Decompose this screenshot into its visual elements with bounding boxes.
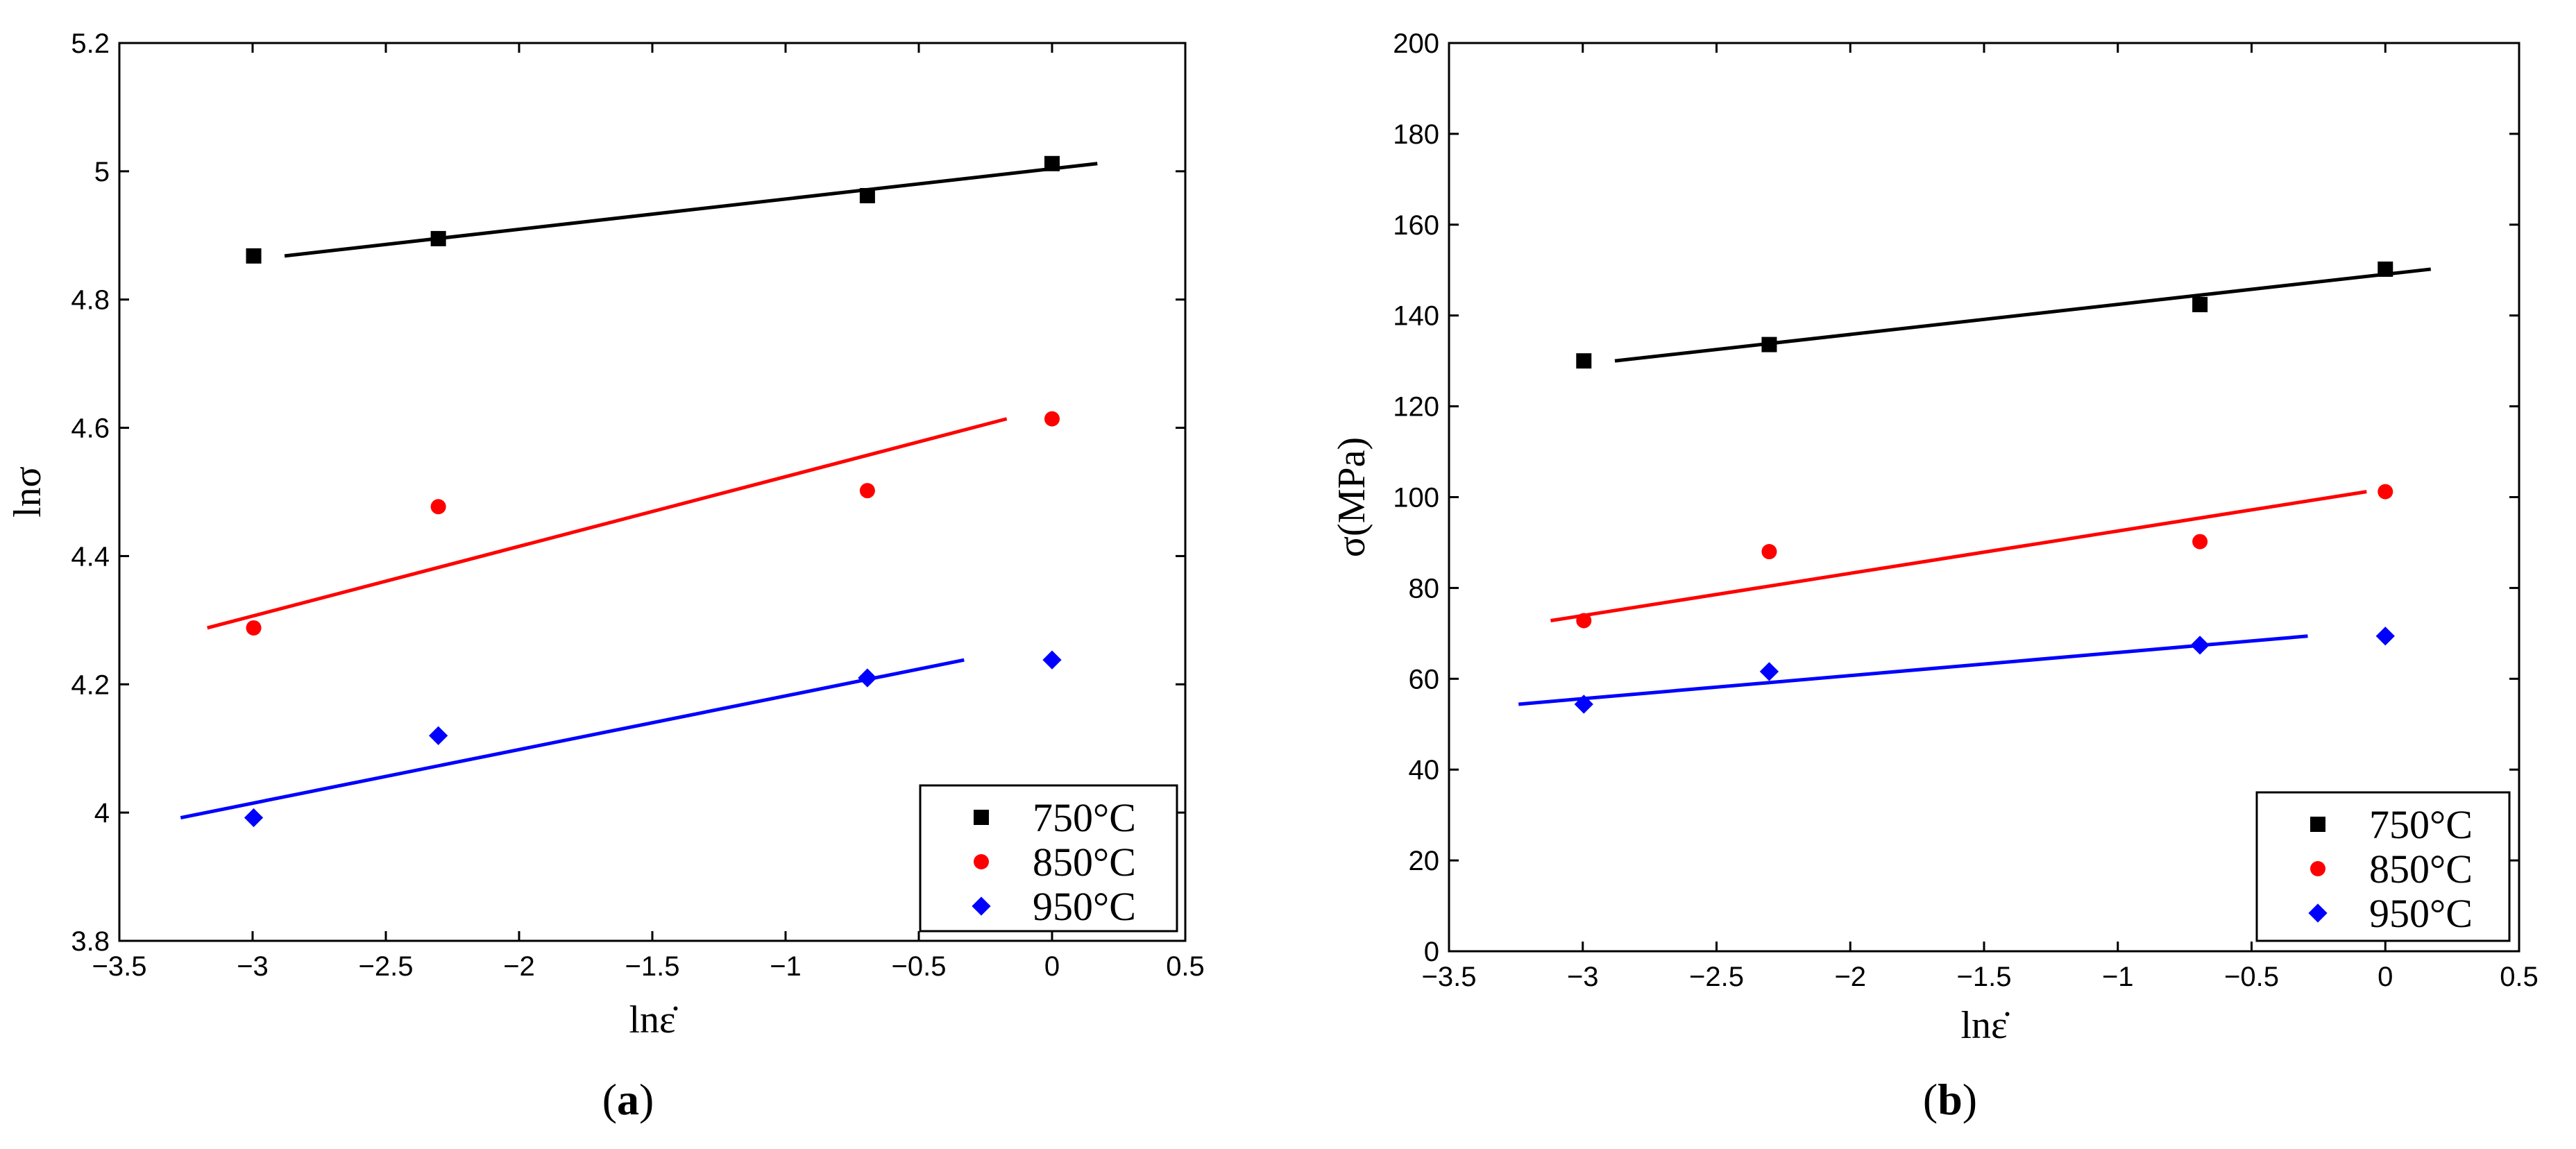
chart-panel-a: −3.5 −3 −2.5 −2 −1.5 −1 −0.5 0 0.5 3.8 4 4.2 4.4 4.6 4… [6,28,1205,1124]
fit-line [207,417,1008,630]
legend-marker [2308,903,2328,923]
data-point [430,230,446,246]
x-tick-label: −1.5 [625,951,680,982]
data-point [1761,544,1777,560]
x-tick-label: −2.5 [359,951,414,982]
series-850°C [207,411,1060,636]
fit-line [1518,634,2308,706]
y-tick-label: 5 [94,157,110,187]
data-point [244,808,264,828]
x-tick-label: 0.5 [2500,962,2539,992]
x-tick-label: −3.5 [1422,962,1477,992]
y-tick-label: 4 [94,798,110,828]
data-point [1042,650,1062,670]
x-tick-label: −1 [2102,962,2134,992]
data-point [246,248,262,264]
x-tick-label: −0.5 [892,951,947,982]
data-point [430,499,446,515]
x-tick-label: −3.5 [92,951,147,982]
data-point [858,668,877,688]
data-point [1761,337,1777,352]
data-point [1576,613,1592,629]
fit-line [1550,490,2367,622]
data-point [2378,484,2393,500]
y-axis-label: σ(MPa) [1330,437,1373,557]
panel-caption: (a) [602,1075,654,1124]
series-950°C [1518,627,2395,714]
data-point [246,620,262,636]
series-750°C [246,155,1098,264]
legend-entry-label: 950°C [2369,891,2473,936]
legend-marker [2310,861,2325,876]
y-tick-label: 4.8 [71,285,110,316]
data-point [1759,662,1779,681]
x-tick-label: 0 [1044,951,1060,982]
legend-entry-label: 950°C [1033,884,1136,929]
legend-marker [2310,817,2325,832]
data-point [429,726,448,745]
legend-marker [974,810,989,825]
y-axis-label: lnσ [6,466,49,518]
y-tick-label: 60 [1409,664,1440,695]
fit-line [180,658,965,819]
y-tick-label: 4.2 [71,670,110,700]
series-850°C [1550,484,2393,629]
y-tick-label: 20 [1409,846,1440,876]
y-tick-label: 3.8 [71,926,110,957]
panel-caption: (b) [1923,1075,1977,1124]
x-tick-label: −3 [237,951,269,982]
data-point [2190,636,2210,655]
fit-line [284,162,1098,258]
x-tick-label: −3 [1567,962,1599,992]
y-tick-label: 5.2 [71,28,110,59]
y-tick-label: 180 [1393,119,1439,150]
fit-line [1614,267,2432,363]
y-tick-label: 0 [1424,937,1439,967]
y-tick-label: 40 [1409,755,1440,785]
data-point [1044,155,1060,171]
legend-marker [974,854,989,869]
x-tick-label: −2 [503,951,535,982]
data-point [1576,353,1592,369]
x-tick-label: −2.5 [1689,962,1744,992]
legend-entry-label: 750°C [2369,802,2473,847]
x-axis-label: lnε̇ [1960,1004,2009,1047]
x-tick-label: −1 [770,951,802,982]
legend-box [919,784,1178,933]
legend-entry-label: 850°C [2369,846,2473,892]
x-axis-label: lnε̇ [629,998,677,1041]
series-750°C [1576,261,2432,369]
data-point [1044,411,1060,427]
legend-marker [972,896,991,916]
x-tick-label: −0.5 [2224,962,2279,992]
legend-box [2255,791,2511,942]
data-point [859,187,875,203]
data-point [2192,296,2208,312]
series-950°C [180,650,1062,828]
y-tick-label: 4.6 [71,414,110,444]
data-point [2375,627,2395,646]
y-tick-label: 200 [1393,28,1439,59]
y-tick-label: 100 [1393,483,1439,513]
data-point [2192,534,2208,550]
chart-panel-b: −3.5 −3 −2.5 −2 −1.5 −1 −0.5 0 0.5 0 20 40 60 80 100 12… [1330,28,2539,1124]
data-point [859,483,875,499]
data-point [2378,261,2393,277]
y-tick-label: 120 [1393,392,1439,423]
legend-entry-label: 750°C [1033,795,1136,840]
y-tick-label: 160 [1393,210,1439,241]
x-tick-label: 0 [2378,962,2393,992]
legend-entry-label: 850°C [1033,840,1136,885]
data-point [1574,695,1593,714]
x-tick-label: −1.5 [1957,962,2012,992]
x-tick-label: 0.5 [1166,951,1205,982]
y-tick-label: 140 [1393,301,1439,332]
x-tick-label: −2 [1834,962,1866,992]
y-tick-label: 4.4 [71,541,110,572]
y-tick-label: 80 [1409,573,1440,604]
